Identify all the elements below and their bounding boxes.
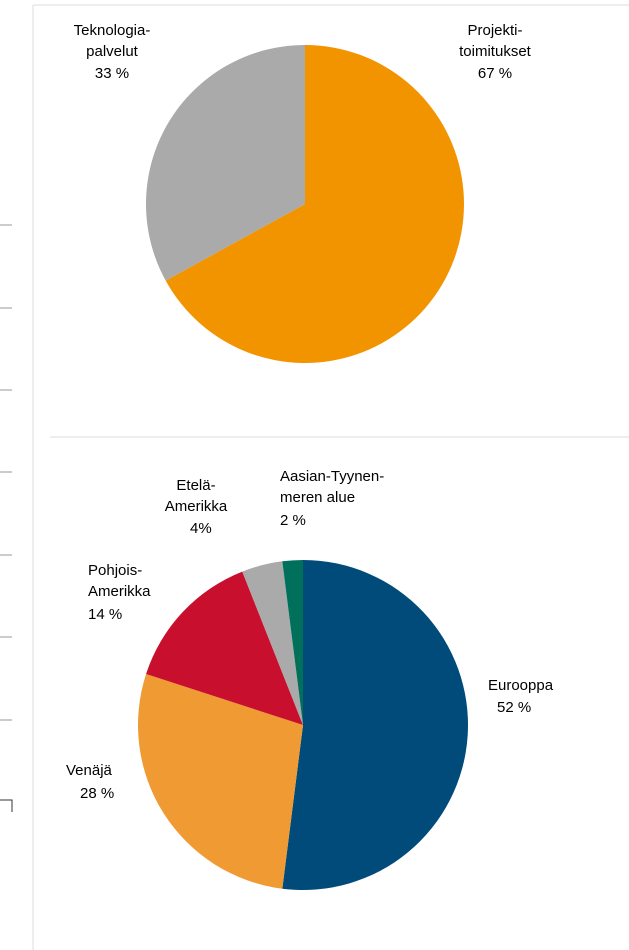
slice-value-label: 52 % bbox=[497, 699, 531, 716]
slice-value-label: 67 % bbox=[478, 65, 512, 82]
decoration bbox=[0, 4, 629, 950]
slice-value-label: 33 % bbox=[95, 65, 129, 82]
pie-slice bbox=[282, 560, 468, 890]
pie-slice bbox=[165, 45, 464, 363]
pie-slice bbox=[242, 561, 303, 725]
slice-label: Aasian-Tyynen-meren alue bbox=[280, 468, 384, 506]
slice-value-label: 2 % bbox=[280, 512, 306, 529]
slice-value-label: 4% bbox=[190, 520, 212, 537]
slice-label: Projekti-toimitukset bbox=[459, 22, 532, 60]
pie-slice bbox=[282, 560, 303, 725]
slice-label: Venäjä bbox=[66, 762, 113, 779]
pie-slice bbox=[137, 674, 303, 889]
slice-label: Pohjois-Amerikka bbox=[88, 562, 151, 600]
pie-slice bbox=[146, 571, 303, 725]
slice-value-label: 28 % bbox=[80, 785, 114, 802]
slice-value-label: 14 % bbox=[88, 606, 122, 623]
slice-label: Eurooppa bbox=[488, 677, 554, 694]
pie-slice bbox=[146, 45, 305, 281]
slice-label: Etelä-Amerikka bbox=[165, 477, 228, 515]
slice-label: Teknologia-palvelut bbox=[74, 22, 151, 60]
